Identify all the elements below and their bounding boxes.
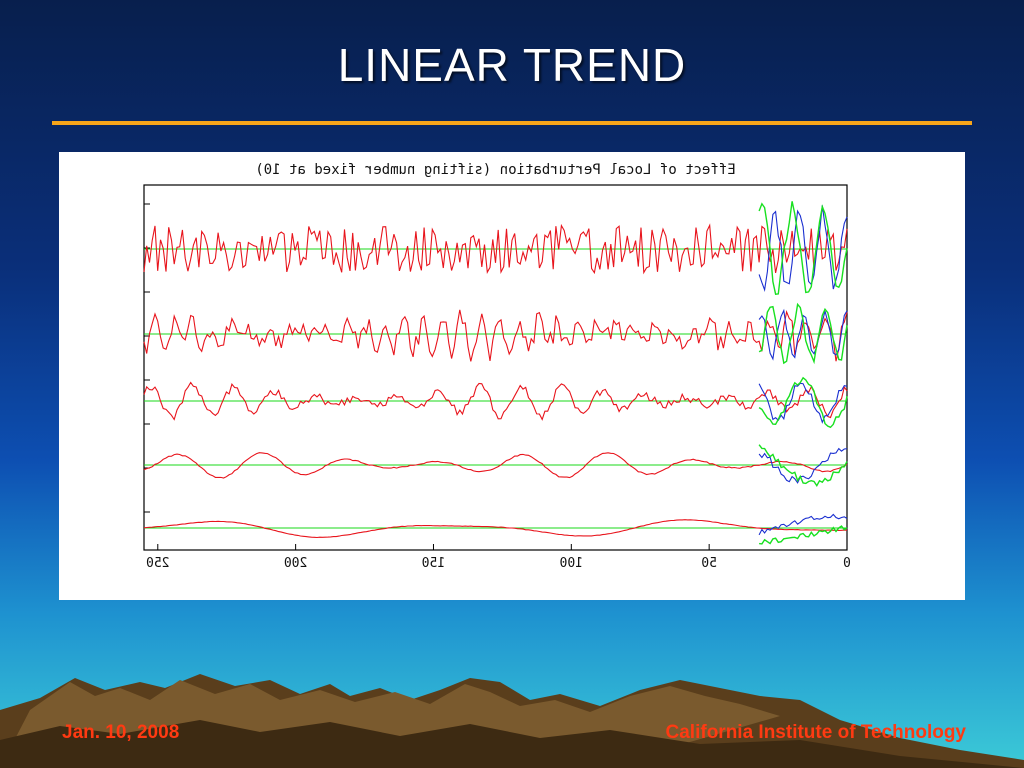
series-perturbed-green-imf-5: [759, 525, 848, 545]
x-tick-label: 100: [560, 556, 583, 571]
series-original-imf-1: [143, 223, 848, 275]
x-tick-label: 150: [422, 556, 445, 571]
series-perturbed-blue-imf-4: [758, 447, 848, 484]
imf-chart: Effect of Local Perturbation (sifting nu…: [143, 162, 851, 571]
series-perturbed-blue-imf-1: [758, 205, 848, 292]
x-tick-label: 0: [843, 556, 851, 571]
footer-institution: California Institute of Technology: [665, 722, 966, 743]
series-perturbed-green-imf-1: [758, 201, 848, 295]
footer-date: Jan. 10, 2008: [62, 722, 180, 743]
chart-figure: Effect of Local Perturbation (sifting nu…: [59, 152, 965, 600]
series-original-imf-5: [143, 519, 848, 539]
series-perturbed-green-imf-3: [758, 376, 848, 429]
plot-frame: [143, 184, 848, 551]
slide-title: LINEAR TREND: [337, 39, 687, 91]
series-perturbed-green-imf-4: [758, 444, 848, 488]
mountain-silhouette: [0, 674, 1024, 768]
series-perturbed-blue-imf-2: [758, 308, 848, 361]
series-perturbed-blue-imf-5: [758, 513, 848, 536]
series-original-imf-4: [143, 452, 848, 479]
x-tick-label: 200: [284, 556, 307, 571]
series-perturbed-green-imf-2: [758, 302, 848, 365]
x-tick-label: 50: [701, 556, 717, 571]
x-tick-label: 250: [146, 556, 169, 571]
chart-title: Effect of Local Perturbation (sifting nu…: [255, 162, 735, 178]
series-original-imf-2: [143, 309, 848, 362]
series-original-imf-3: [143, 381, 848, 421]
series-perturbed-blue-imf-3: [758, 382, 848, 424]
title-underline: [52, 121, 972, 125]
